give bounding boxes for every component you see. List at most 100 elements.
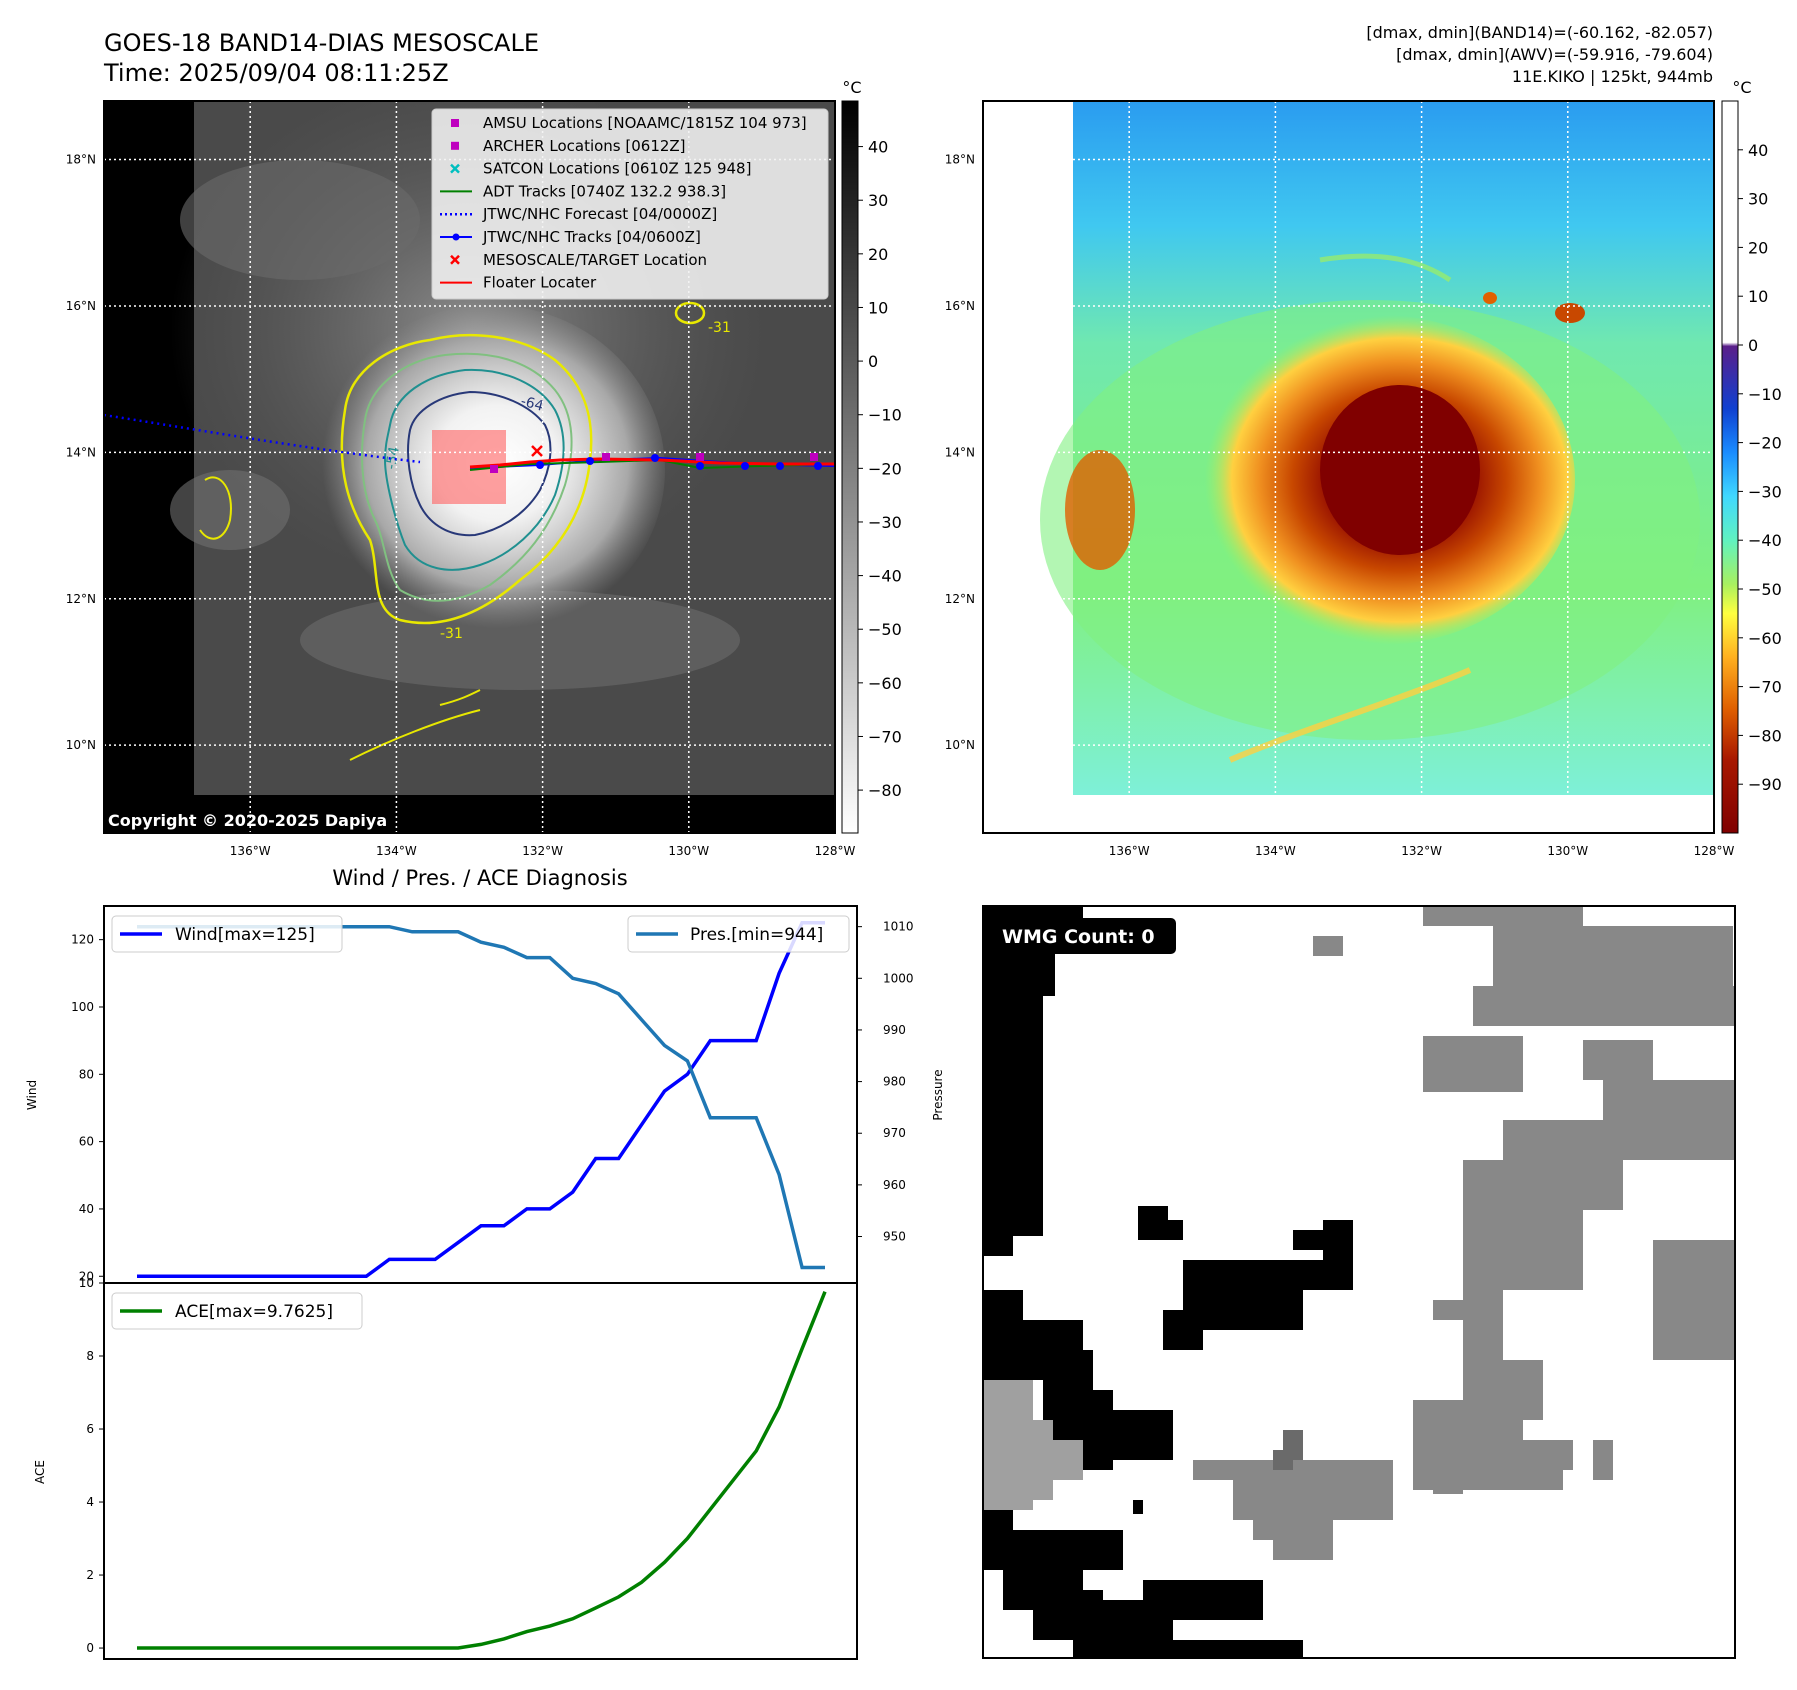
wmg-block [1193,1460,1233,1480]
colorbar-tick-label: −30 [1748,482,1782,501]
contour-label-64: -64 [519,393,545,414]
wmg-block [1493,926,1733,986]
wmg-block [1133,1500,1143,1514]
legend-marker [450,254,460,265]
contour-label-54: -54 [383,445,403,470]
wmg-block [983,1016,1043,1236]
colorbar-tick-label: −30 [868,513,902,532]
title-line1: GOES-18 BAND14-DIAS MESOSCALE [104,29,539,57]
wind-pressure-chart: 20 40 60 80 100 120 950 960 970 980 990 1000 1010 Win… [71,905,914,1284]
wmg-block [1163,1220,1183,1240]
colorbar-tick-label: −10 [1748,385,1782,404]
legend-entry: ADT Tracks [0740Z 132.2 938.3] [483,182,726,200]
lon-tick-label: 130°W [668,844,709,858]
lat-tick-label: 18°N [66,153,96,167]
colorbar-tick-label: −50 [1748,580,1782,599]
wind-tick-label: 60 [79,1135,94,1149]
wmg-block [1143,1580,1263,1620]
map-legend: AMSU Locations [NOAAMC/1815Z 104 973] ARC… [431,108,829,300]
awv-map-axis-labels: 18°N 16°N 14°N 12°N 10°N 136°W 134°W 132°W 130°W… [945,153,1735,858]
ace-tick-label: 8 [86,1349,94,1363]
wmg-block [1463,1160,1583,1290]
awv-map-panel [983,101,1714,833]
wmg-block [1233,1460,1393,1520]
wmg-block [1433,1460,1463,1494]
colorbar-tick-label: −40 [868,567,902,586]
legend-entry: ARCHER Locations [0612Z] [483,137,686,155]
wmg-block [1073,1640,1303,1658]
title-line2: Time: 2025/09/04 08:11:25Z [103,59,449,87]
colorbar-tick-label: 40 [868,138,888,157]
pressure-tick-label: 960 [883,1178,906,1192]
wmg-block [1273,1450,1293,1470]
ace-tick-label: 4 [86,1495,94,1509]
pressure-legend [627,915,850,953]
wind-tick-label: 100 [71,1000,94,1014]
colorbar-tick-label: −80 [868,781,902,800]
colorbar-tick-label: 10 [1748,287,1768,306]
ir-map-axis-labels: 18°N 16°N 14°N 12°N 10°N 136°W 134°W 132°W 130°W… [66,153,856,858]
pressure-axis-label: Pressure [931,1069,945,1120]
legend-marker [451,141,459,150]
colorbar-tick-label: −60 [1748,629,1782,648]
floater-track [469,457,835,469]
wmg-block [1053,1440,1083,1480]
wmg-block [1503,1120,1735,1160]
pressure-tick-label: 950 [883,1230,906,1244]
wind-series-line [137,921,825,1279]
legend-entry: JTWC/NHC Tracks [04/0600Z] [482,228,701,246]
colorbar-tick-label: 30 [1748,190,1768,209]
wmg-count-label: WMG Count: 0 [1002,926,1155,948]
pressure-tick-label: 1000 [883,971,914,985]
wmg-block [1123,1640,1173,1658]
wmg-block [1183,1260,1343,1290]
wmg-block [1113,1410,1173,1460]
colorbar-tick-label: −20 [868,459,902,478]
contour-label-31b: -31 [708,320,731,336]
wmg-block [1083,1390,1113,1470]
wmg-block [1583,1040,1653,1080]
wind-tick-label: 80 [79,1067,94,1081]
wmg-block [983,996,1043,1016]
colorbar-tick-label: 30 [868,191,888,210]
lon-tick-label: 128°W [815,844,856,858]
colorbar-tick-label: −40 [1748,531,1782,550]
ace-tick-label: 10 [79,1276,94,1290]
wmg-block [983,1236,1013,1256]
wind-tick-label: 40 [79,1202,94,1216]
wmg-block [983,1530,1123,1570]
colorbar-tick-label: −50 [868,620,902,639]
colorbar-tick-label: −80 [1748,726,1782,745]
ace-chart: 0 2 4 6 8 10 ACE[max=9.7625] [79,1276,858,1660]
legend-entry: AMSU Locations [NOAAMC/1815Z 104 973] [483,114,807,132]
wmg-block [1543,1440,1573,1470]
wind-legend [111,915,343,953]
contour-64 [407,390,552,537]
wmg-block [1723,1100,1735,1140]
ace-legend-label: ACE[max=9.7625] [175,1302,333,1322]
legend-entry: JTWC/NHC Forecast [04/0000Z] [482,205,717,223]
colorbar-tick-label: −70 [868,727,902,746]
ir-colorbar: °C 40 30 20 10 0 −10 −20 −30 −40 −50 −60 −70 −80 [841,78,902,834]
lat-tick-label: 12°N [66,592,96,606]
copyright-label: Copyright © 2020-2025 Dapiya [108,811,387,830]
wmg-count-badge [994,918,1176,954]
colorbar-tick-label: −90 [1748,775,1782,794]
lat-tick-label: 16°N [66,299,96,313]
lat-tick-label: 12°N [945,592,975,606]
ace-axis-label: ACE [33,1460,47,1484]
pressure-tick-label: 980 [883,1075,906,1089]
contour-label-31a: -31 [440,626,463,642]
wmg-block [1013,1420,1053,1500]
colorbar-tick-label: 40 [1748,141,1768,160]
colorbar-tick-label: −20 [1748,434,1782,453]
info-line1: [dmax, dmin](BAND14)=(-60.162, -82.057) [1366,23,1713,42]
colorbar-tick-label: −70 [1748,678,1782,697]
wmg-block [1293,1230,1333,1250]
awv-colorbar: °C 40 30 20 10 0 −10 −20 −30 −40 −50 −60 −70 −80 −90 [1721,78,1782,834]
lon-tick-label: 132°W [522,844,563,858]
colorbar-tick-label: 0 [868,352,878,371]
colorbar-tick-label: −60 [868,674,902,693]
svg-text:Copyright © 2020-2025 Dapiya: Copyright © 2020-2025 Dapiya [108,811,387,830]
